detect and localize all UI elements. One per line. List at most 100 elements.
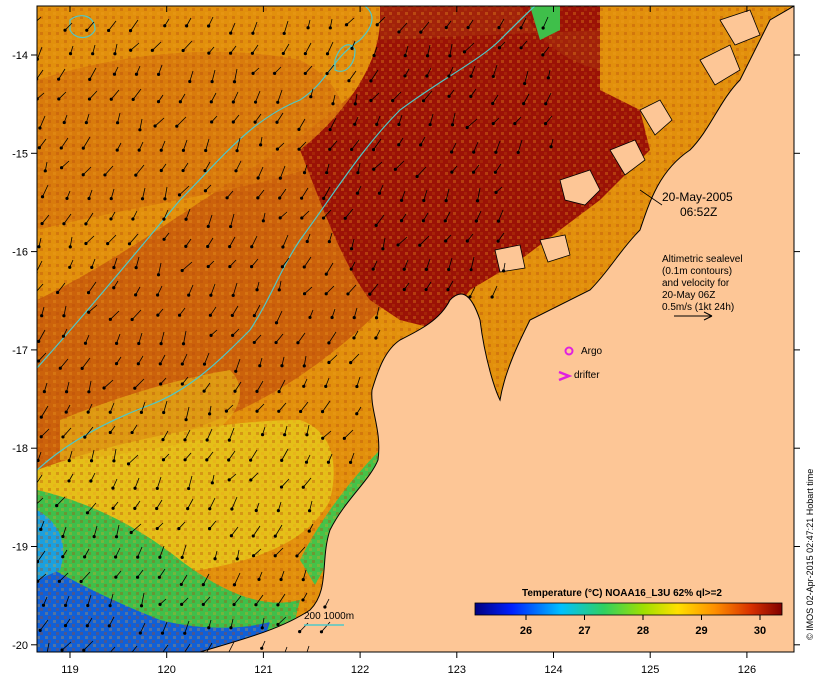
velocity-arrow [452,112,456,125]
velocity-arrow [158,64,163,75]
velocity-arrowhead [131,97,135,101]
velocity-arrowhead [86,603,90,608]
velocity-arrowhead [443,219,447,223]
velocity-arrow [162,430,169,440]
x-tick-label: 120 [158,664,176,676]
velocity-arrowhead [225,196,229,200]
velocity-arrowhead [251,71,255,75]
velocity-arrowhead [319,630,324,634]
velocity-arrowhead [328,147,332,151]
velocity-arrowhead [397,30,401,34]
velocity-arrowhead [251,554,256,558]
velocity-arrow [56,496,66,506]
velocity-arrow [344,429,354,439]
velocity-arrowhead [251,31,255,35]
colorbar: Temperature (°C) NOAA16_L3U 62% ql>=2 26… [474,588,783,637]
velocity-arrow [277,593,286,606]
velocity-arrowhead [546,76,550,80]
velocity-arrow [328,354,338,363]
velocity-arrow [128,454,139,465]
velocity-arrow [209,520,217,529]
velocity-arrowhead [309,95,313,99]
velocity-arrowhead [84,121,88,125]
velocity-arrow [58,68,66,80]
velocity-arrow [184,429,191,440]
velocity-arrowhead [57,97,61,101]
velocity-arrowhead [177,526,181,531]
velocity-arrowhead [344,23,349,27]
velocity-arrowhead [368,292,372,296]
velocity-arrowhead [112,459,116,463]
velocity-arrowhead [159,148,163,152]
velocity-arrowhead [306,26,310,30]
velocity-arrowhead [490,295,494,299]
velocity-arrowhead [81,173,85,177]
velocity-arrowhead [353,102,357,106]
velocity-arrow [110,188,115,199]
velocity-arrow [296,546,306,557]
velocity-arrow [282,43,290,54]
velocity-arrow [447,280,454,290]
velocity-arrowhead [208,313,213,317]
velocity-arrowhead [297,147,301,151]
velocity-arrowhead [448,54,452,58]
velocity-arrow [357,162,361,173]
velocity-arrowhead [208,507,212,511]
velocity-arrow [204,352,210,365]
velocity-arrowhead [279,577,283,582]
velocity-arrow [62,526,67,537]
velocity-arrowhead [276,603,280,607]
velocity-arrow [210,283,216,296]
velocity-arrow [277,616,287,625]
velocity-arrow [40,428,50,438]
velocity-arrowhead [114,341,119,345]
velocity-arrowhead [450,150,454,154]
velocity-arrowhead [326,460,331,464]
velocity-arrow [114,43,118,54]
velocity-arrowhead [327,341,331,345]
colorbar-ticks: 26 27 28 29 30 [520,615,766,637]
velocity-arrowhead [39,435,43,439]
velocity-arrowhead [491,74,495,79]
velocity-arrow [252,525,261,537]
velocity-arrowhead [352,336,356,340]
velocity-arrowhead [83,341,88,345]
velocity-arrowhead [350,46,354,51]
velocity-arrowhead [301,598,305,602]
velocity-arrow [252,44,259,54]
velocity-arrow [209,497,216,509]
velocity-arrow [164,186,168,199]
velocity-arrowhead [308,315,312,320]
velocity-arrow [159,545,165,558]
velocity-arrowhead [519,46,523,50]
velocity-arrow [62,427,72,438]
velocity-arrowhead [260,626,264,630]
velocity-arrowhead [156,100,161,104]
velocity-arrow [59,572,69,582]
velocity-arrow [129,233,139,245]
velocity-arrowhead [327,360,331,365]
velocity-arrow [305,42,312,54]
velocity-arrowhead [232,80,237,84]
y-tick-label: -14 [12,50,28,62]
velocity-arrowhead [42,390,46,394]
velocity-arrow [37,550,46,562]
velocity-arrowhead [324,272,328,276]
velocity-arrowhead [377,191,382,195]
credit-label: © IMOS 02-Apr-2015 02:47:21 Hobart time [805,469,815,640]
velocity-arrow [251,235,258,247]
velocity-arrowhead [111,486,115,490]
velocity-arrow [375,214,385,226]
velocity-arrow [517,139,523,153]
velocity-arrowhead [327,240,331,244]
velocity-arrowhead [227,458,231,462]
velocity-arrowhead [62,120,66,125]
velocity-arrowhead [114,575,118,579]
velocity-arrowhead [134,173,138,177]
velocity-arrow [398,114,403,125]
velocity-arrow [181,544,187,558]
colorbar-tick-label: 29 [695,625,707,637]
velocity-arrow [112,478,118,489]
velocity-arrowhead [207,626,211,630]
